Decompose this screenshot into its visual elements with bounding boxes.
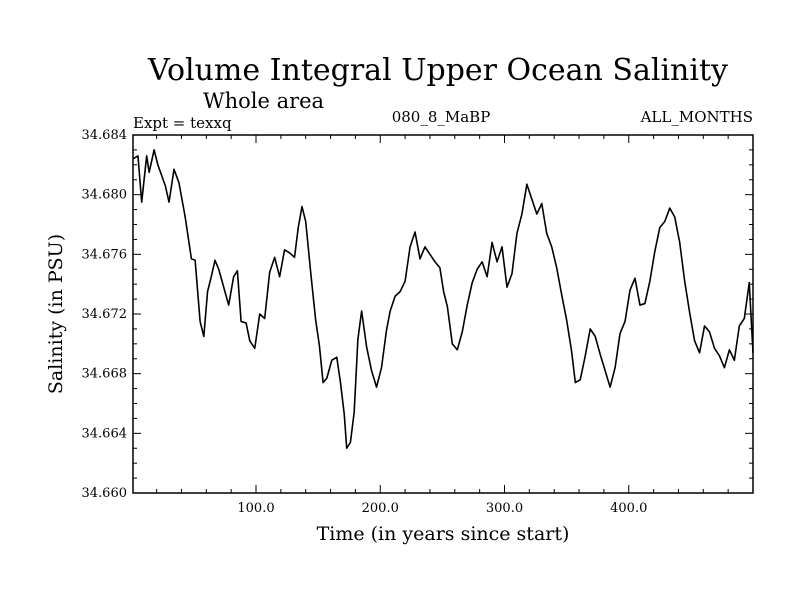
- y-tick-label: 34.672: [82, 307, 128, 322]
- months-label: ALL_MONTHS: [640, 108, 753, 126]
- chart-subtitle: Whole area: [203, 89, 324, 113]
- y-tick-label: 34.684: [82, 128, 128, 143]
- tick-label-layer: 34.660 34.664 34.668 34.672 34.676 34.680 34.6…: [82, 128, 648, 516]
- y-tick-label: 34.680: [82, 188, 128, 203]
- x-tick-label: 400.0: [610, 501, 647, 516]
- x-tick-label: 100.0: [237, 501, 274, 516]
- chart-title: Volume Integral Upper Ocean Salinity: [147, 53, 728, 88]
- y-axis-label: Salinity (in PSU): [45, 234, 67, 394]
- x-axis-label: Time (in years since start): [317, 523, 570, 545]
- experiment-label: Expt = texxq: [133, 114, 232, 132]
- plot-frame: [132, 134, 754, 494]
- y-tick-label: 34.660: [82, 486, 128, 501]
- x-tick-label: 200.0: [362, 501, 399, 516]
- tick-mark-layer: [133, 134, 753, 494]
- salinity-series-line: [132, 149, 754, 450]
- y-tick-label: 34.664: [82, 426, 128, 441]
- y-tick-label: 34.676: [82, 247, 128, 262]
- y-tick-label: 34.668: [82, 367, 128, 382]
- run-label: 080_8_MaBP: [392, 108, 491, 126]
- x-tick-label: 300.0: [486, 501, 523, 516]
